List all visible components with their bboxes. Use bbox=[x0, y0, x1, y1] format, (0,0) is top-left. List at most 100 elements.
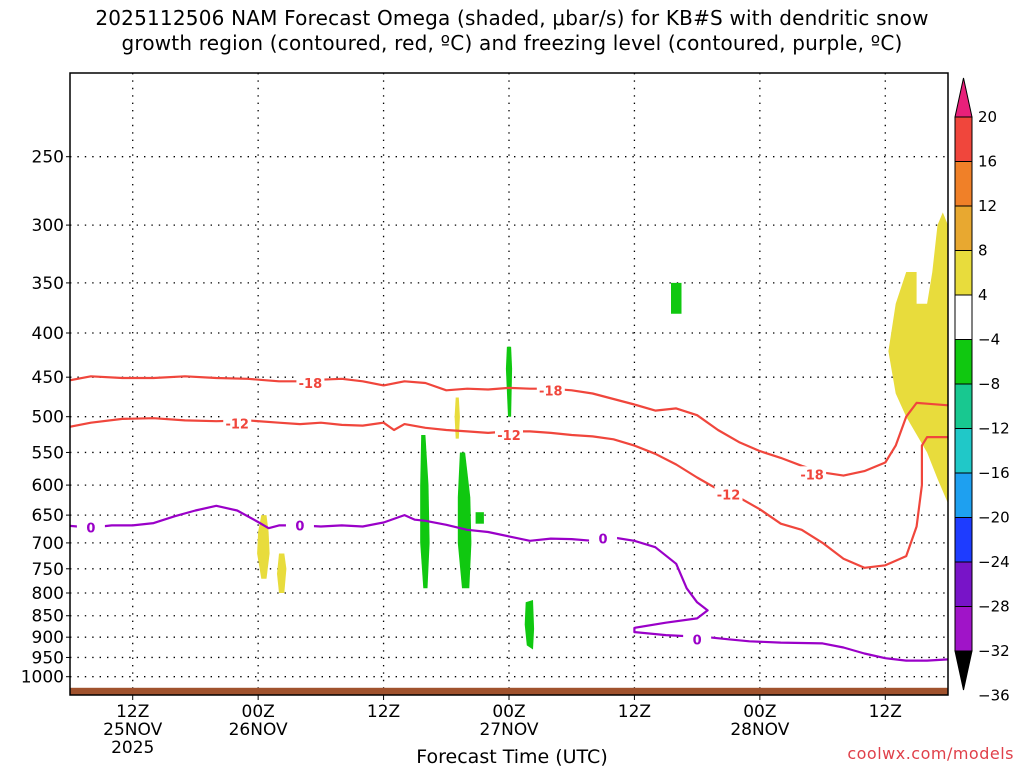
colorbar-label: −24 bbox=[978, 553, 1010, 571]
y-tick-label: 650 bbox=[32, 506, 64, 526]
colorbar-swatch bbox=[954, 606, 973, 652]
contour-line bbox=[70, 417, 948, 569]
y-tick-label: 450 bbox=[32, 368, 64, 388]
colorbar-label: −12 bbox=[978, 420, 1010, 438]
colorbar-label: 16 bbox=[978, 153, 997, 171]
colorbar-swatch bbox=[954, 383, 973, 429]
contour-line bbox=[70, 375, 948, 477]
x-tick-label: 25NOV bbox=[103, 720, 162, 740]
contour-label-bg bbox=[683, 631, 712, 648]
contour-label: -12 bbox=[717, 488, 741, 503]
y-tick-label: 350 bbox=[32, 274, 64, 294]
colorbar-swatch bbox=[954, 116, 973, 162]
x-tick-label: 27NOV bbox=[479, 720, 538, 740]
contour-layer: -18 -18 -18 -12 -12 -12 0 0 0 0 bbox=[70, 374, 948, 662]
omega-shaded-region bbox=[475, 512, 484, 524]
colorbar-swatch bbox=[954, 161, 973, 207]
contour-label: -18 bbox=[800, 468, 824, 483]
y-tick-label: 850 bbox=[32, 607, 64, 627]
colorbar-label: −8 bbox=[978, 375, 1000, 393]
x-tick-label: 12Z bbox=[618, 702, 651, 722]
omega-shaded-region bbox=[524, 600, 535, 650]
x-tick-label: 2025 bbox=[111, 738, 154, 758]
x-axis-title: Forecast Time (UTC) bbox=[416, 746, 608, 768]
colorbar-top-arrow bbox=[954, 77, 973, 118]
contour-label-bg bbox=[495, 427, 523, 444]
omega-shaded-region bbox=[457, 452, 472, 589]
contour-label-bg bbox=[536, 382, 565, 399]
contour-label: -18 bbox=[299, 377, 323, 392]
y-tick-label: 700 bbox=[32, 534, 64, 554]
colorbar-label: −36 bbox=[978, 687, 1010, 705]
y-tick-label: 900 bbox=[32, 628, 64, 648]
omega-shaded-region bbox=[671, 282, 682, 314]
colorbar-swatch bbox=[954, 561, 973, 607]
x-tick-label: 00Z bbox=[492, 702, 525, 722]
colorbar-bottom-arrow bbox=[954, 650, 973, 691]
colorbar-label: −20 bbox=[978, 509, 1010, 527]
colorbar-swatch bbox=[954, 472, 973, 518]
x-tick-label: 12Z bbox=[869, 702, 902, 722]
contour-label: 0 bbox=[86, 522, 95, 537]
colorbar-swatch bbox=[954, 250, 973, 296]
contour-label-bg bbox=[223, 415, 252, 432]
contour-label-bg bbox=[76, 519, 105, 536]
x-tick-label: 12Z bbox=[367, 702, 400, 722]
x-tick-label: 28NOV bbox=[730, 720, 789, 740]
colorbar-swatch bbox=[954, 428, 973, 474]
colorbar-label: 12 bbox=[978, 197, 997, 215]
colorbar-label: −32 bbox=[978, 642, 1010, 660]
terrain-layer bbox=[70, 687, 948, 695]
x-tick-label: 26NOV bbox=[229, 720, 288, 740]
title-line-1: 2025112506 NAM Forecast Omega (shaded, μ… bbox=[95, 6, 929, 30]
y-tick-label: 800 bbox=[32, 584, 64, 604]
contour-label-bg bbox=[285, 517, 314, 534]
y-tick-label: 750 bbox=[32, 560, 64, 580]
y-tick-label: 300 bbox=[32, 216, 64, 236]
chart-title: 2025112506 NAM Forecast Omega (shaded, μ… bbox=[0, 6, 1024, 56]
x-tick-label: 00Z bbox=[743, 702, 776, 722]
contour-label: 0 bbox=[599, 533, 608, 548]
colorbar-label: 8 bbox=[978, 242, 988, 260]
title-line-2: growth region (contoured, red, ºC) and f… bbox=[121, 31, 903, 55]
contour-label: 0 bbox=[295, 519, 304, 534]
x-tick-label: 00Z bbox=[242, 702, 275, 722]
colorbar-label: −28 bbox=[978, 598, 1010, 616]
omega-shaded-region bbox=[454, 397, 460, 439]
y-tick-label: 500 bbox=[32, 408, 64, 428]
colorbar-label: 20 bbox=[978, 108, 997, 126]
colorbar-label: −16 bbox=[978, 464, 1010, 482]
colorbar-swatch bbox=[954, 517, 973, 563]
omega-shading-layer bbox=[257, 212, 948, 650]
x-tick-label: 12Z bbox=[116, 702, 149, 722]
contour-line bbox=[70, 504, 948, 662]
colorbar-swatch bbox=[954, 205, 973, 251]
y-tick-label: 950 bbox=[32, 648, 64, 668]
omega-shaded-region bbox=[277, 553, 287, 593]
omega-shaded-region bbox=[257, 515, 270, 579]
terrain-ground bbox=[70, 687, 948, 695]
y-tick-label: 250 bbox=[32, 148, 64, 168]
y-tick-label: 400 bbox=[32, 324, 64, 344]
omega-shaded-region bbox=[888, 212, 948, 504]
contour-label-bg bbox=[296, 374, 325, 391]
colorbar-swatch bbox=[954, 294, 973, 340]
y-tick-label: 550 bbox=[32, 443, 64, 463]
contour-label: -12 bbox=[497, 429, 521, 444]
colorbar-label: 4 bbox=[978, 286, 988, 304]
contour-label-bg bbox=[589, 530, 618, 547]
colorbar-label: −4 bbox=[978, 331, 1000, 349]
y-axis: 2503003504004505005506006507007508008509… bbox=[21, 148, 70, 688]
colorbar: 20 16 12 8 4 −4 −8 −12 −16 −20 −24 −28 −32 −36 bbox=[954, 77, 1010, 705]
y-tick-label: 1000 bbox=[21, 668, 64, 688]
contour-label: -18 bbox=[539, 384, 563, 399]
y-tick-label: 600 bbox=[32, 476, 64, 496]
colorbar-swatch bbox=[954, 339, 973, 385]
contour-label: -12 bbox=[225, 417, 249, 432]
omega-shaded-region bbox=[420, 435, 430, 589]
contour-label-bg bbox=[798, 466, 827, 483]
credit-text: coolwx.com/models bbox=[847, 744, 1014, 763]
contour-label-bg bbox=[714, 486, 743, 503]
